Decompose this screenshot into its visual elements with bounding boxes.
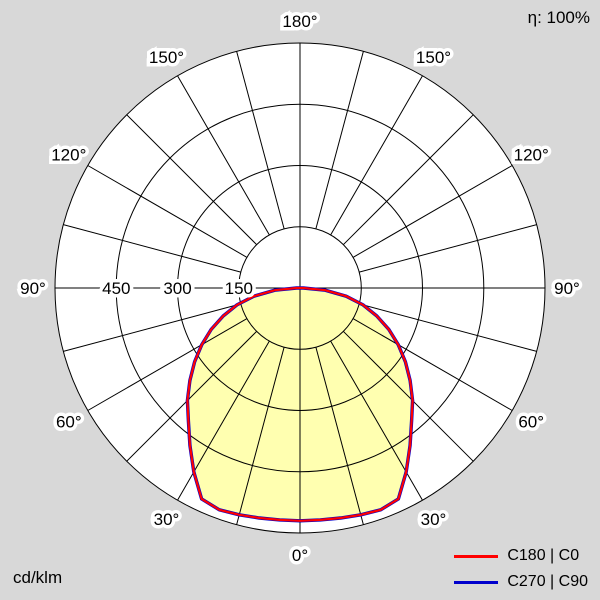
grid-spoke xyxy=(352,165,513,258)
legend-label-c90: C270 | C90 xyxy=(507,573,588,590)
grid-spoke xyxy=(87,165,248,258)
grid-spoke xyxy=(87,318,248,411)
grid-spoke xyxy=(342,330,474,462)
unit-label: cd/klm xyxy=(13,568,63,587)
legend-label-c0: C180 | C0 xyxy=(507,547,580,564)
grid-spoke xyxy=(352,318,513,411)
grid-spoke xyxy=(63,303,241,352)
grid-spoke xyxy=(342,114,474,246)
angle-label: 60° xyxy=(56,413,82,432)
legend: C180 | C0 C270 | C90 xyxy=(454,547,588,591)
intensity-curve-c180-c0 xyxy=(186,286,414,522)
angle-label: 90° xyxy=(554,279,580,298)
angle-label: 120° xyxy=(51,146,86,165)
grid-spoke xyxy=(126,114,258,246)
angle-label: 30° xyxy=(154,510,180,529)
efficiency-label: η: 100% xyxy=(527,8,590,27)
angle-label: 150° xyxy=(416,48,451,67)
angle-label: 120° xyxy=(514,146,549,165)
radial-tick-label: 450 xyxy=(102,279,130,298)
angle-label: 60° xyxy=(518,413,544,432)
grid-spoke xyxy=(236,347,285,525)
grid-spoke xyxy=(359,224,537,273)
legend-line-c0 xyxy=(454,554,499,558)
angle-label: 150° xyxy=(149,48,184,67)
grid-spoke xyxy=(330,75,423,236)
grid-spoke xyxy=(63,224,241,273)
angle-label: 30° xyxy=(421,510,447,529)
legend-item-c0: C180 | C0 xyxy=(454,547,588,565)
radial-tick-label: 150 xyxy=(225,279,253,298)
grid-spoke xyxy=(359,303,537,352)
grid-spoke xyxy=(177,75,270,236)
angle-label: 180° xyxy=(282,12,317,31)
angle-label: 0° xyxy=(292,546,308,565)
grid-spoke xyxy=(315,347,364,525)
legend-item-c90: C270 | C90 xyxy=(454,573,588,591)
angle-label: 90° xyxy=(20,279,46,298)
grid-spoke xyxy=(236,51,285,229)
grid-spoke xyxy=(315,51,364,229)
legend-line-c90 xyxy=(454,580,499,584)
grid-spoke xyxy=(126,330,258,462)
radial-tick-label: 300 xyxy=(163,279,191,298)
